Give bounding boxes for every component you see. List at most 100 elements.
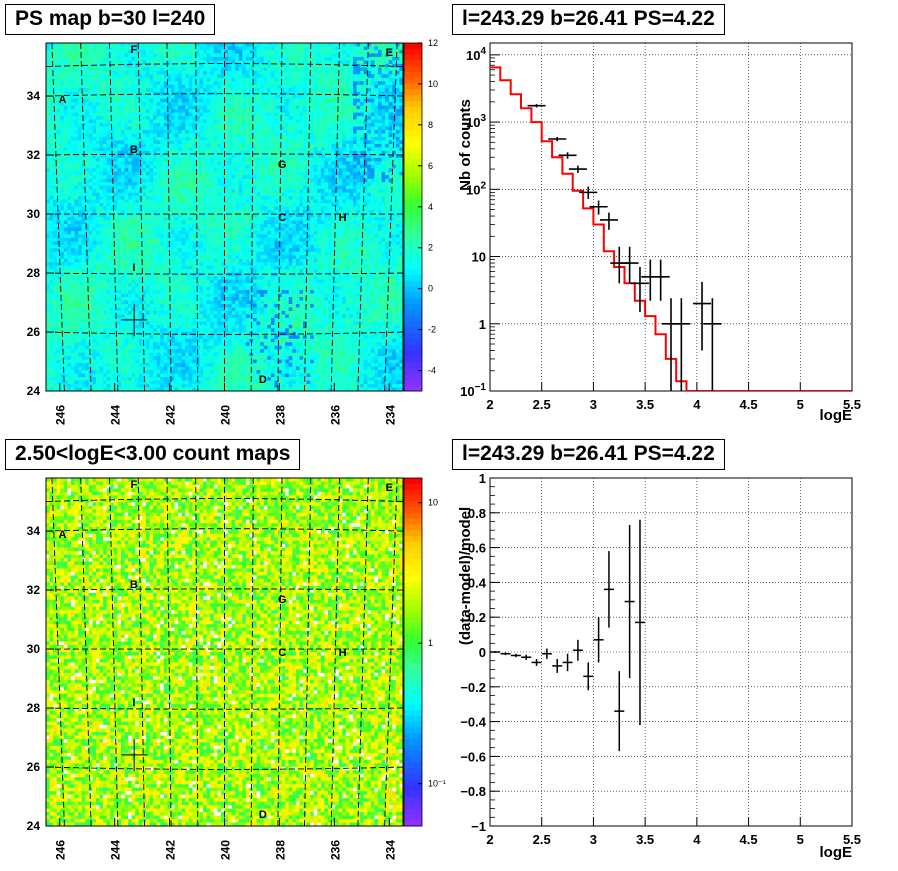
map-pixel: [128, 223, 133, 228]
map-pixel: [106, 77, 111, 82]
map-pixel: [220, 43, 225, 47]
map-pixel: [92, 53, 97, 58]
map-pixel: [85, 210, 90, 214]
map-pixel: [63, 126, 68, 131]
map-pixel: [74, 168, 79, 173]
map-pixel: [63, 140, 68, 145]
map-pixel: [49, 220, 54, 225]
map-pixel: [199, 123, 204, 127]
map-pixel: [192, 182, 197, 187]
map-pixel: [217, 304, 222, 308]
map-pixel: [217, 203, 222, 207]
map-pixel: [99, 223, 104, 228]
map-pixel: [220, 63, 225, 68]
map-pixel: [160, 269, 165, 274]
map-pixel: [124, 74, 129, 79]
map-pixel: [217, 244, 222, 249]
map-pixel: [110, 98, 115, 103]
map-pixel: [149, 43, 154, 47]
map-pixel: [78, 182, 83, 187]
map-pixel: [81, 321, 86, 326]
map-pixel: [53, 335, 58, 340]
map-pixel: [213, 140, 218, 145]
map-pixel: [170, 161, 175, 166]
map-pixel: [149, 377, 154, 381]
map-pixel: [113, 171, 118, 176]
map-pixel: [78, 297, 83, 301]
map-pixel: [106, 331, 111, 336]
map-pixel: [178, 342, 183, 347]
map-pixel: [199, 119, 204, 124]
map-pixel: [110, 70, 115, 75]
map-pixel: [185, 49, 190, 54]
map-pixel: [174, 95, 179, 100]
map-pixel: [106, 255, 111, 260]
map-pixel: [49, 143, 54, 148]
map-pixel: [142, 105, 147, 110]
map-pixel: [188, 189, 193, 194]
map-pixel: [185, 220, 190, 225]
map-pixel: [135, 123, 140, 127]
map-pixel: [53, 192, 58, 197]
map-pixel: [78, 199, 83, 204]
map-pixel: [117, 164, 122, 169]
map-pixel: [81, 297, 86, 301]
map-pixel: [135, 352, 140, 357]
map-pixel: [74, 171, 79, 176]
map-pixel: [160, 119, 165, 124]
map-pixel: [81, 53, 86, 58]
map-pixel: [92, 307, 97, 312]
map-pixel: [142, 171, 147, 176]
map-pixel: [160, 251, 165, 256]
map-pixel: [56, 98, 61, 103]
map-pixel: [153, 248, 158, 253]
map-pixel: [135, 255, 140, 260]
map-pixel: [163, 366, 168, 371]
map-pixel: [78, 307, 83, 312]
map-pixel: [217, 307, 222, 312]
map-pixel: [49, 182, 54, 187]
map-pixel: [106, 279, 111, 284]
map-pixel: [145, 74, 150, 79]
map-pixel: [67, 227, 72, 232]
map-pixel: [181, 119, 186, 124]
map-pixel: [92, 150, 97, 155]
map-pixel: [188, 157, 193, 162]
map-pixel: [142, 373, 147, 378]
map-pixel: [138, 373, 143, 378]
map-pixel: [92, 77, 97, 82]
map-pixel: [203, 255, 208, 260]
map-pixel: [49, 123, 54, 127]
map-pixel: [85, 310, 90, 315]
map-pixel: [174, 307, 179, 312]
map-pixel: [163, 241, 168, 246]
map-pixel: [53, 293, 58, 298]
map-pixel: [124, 377, 129, 381]
map-pixel: [170, 258, 175, 263]
map-pixel: [56, 293, 61, 298]
map-pixel: [131, 220, 136, 225]
map-pixel: [149, 307, 154, 312]
map-pixel: [135, 262, 140, 267]
map-pixel: [46, 67, 50, 72]
map-pixel: [174, 49, 179, 54]
map-pixel: [70, 49, 75, 54]
map-pixel: [124, 251, 129, 256]
map-pixel: [106, 49, 111, 54]
map-pixel: [195, 150, 200, 155]
map-pixel: [213, 98, 218, 103]
map-pixel: [81, 88, 86, 93]
map-pixel: [131, 112, 136, 117]
map-pixel: [178, 286, 183, 291]
map-pixel: [103, 140, 108, 145]
map-pixel: [181, 310, 186, 315]
map-pixel: [56, 262, 61, 267]
map-pixel: [128, 230, 133, 235]
map-pixel: [128, 387, 133, 391]
map-pixel: [163, 363, 168, 368]
map-pixel: [92, 178, 97, 183]
map-pixel: [128, 91, 133, 96]
map-pixel: [138, 53, 143, 58]
map-pixel: [210, 161, 215, 166]
map-pixel: [128, 192, 133, 197]
